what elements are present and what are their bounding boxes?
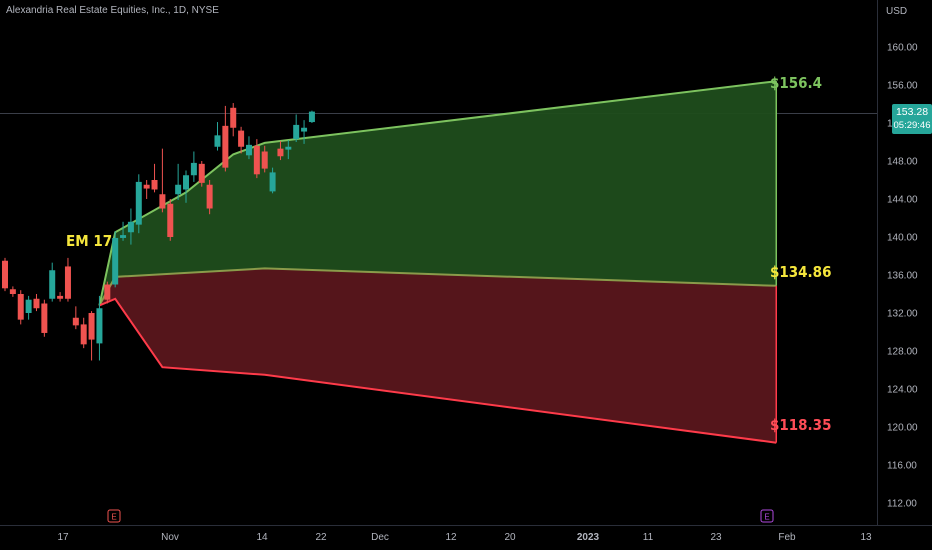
candle — [72, 306, 79, 330]
candle — [245, 136, 252, 160]
time-tick-label: 20 — [504, 532, 516, 543]
time-tick-label: 17 — [57, 532, 69, 543]
price-tick-label: 116.00 — [887, 461, 917, 472]
candle — [198, 161, 205, 187]
candle — [120, 221, 127, 241]
candle — [285, 140, 292, 160]
earnings-marker-2-label: E — [764, 513, 769, 522]
candle — [17, 290, 24, 325]
candle — [2, 257, 8, 292]
candle — [253, 139, 260, 179]
time-tick-label: 2023 — [577, 532, 600, 543]
time-tick-label: 23 — [710, 532, 722, 543]
price-tick-label: 160.00 — [887, 43, 918, 54]
earnings-marker-2[interactable]: E — [760, 509, 774, 523]
candle — [41, 299, 48, 337]
candle — [33, 294, 40, 312]
candle — [301, 120, 308, 144]
em-label: EM 17 — [66, 232, 112, 250]
time-tick-label: Dec — [371, 532, 389, 543]
candle — [222, 105, 229, 172]
upper-band-fill — [99, 81, 777, 306]
time-tick-label: 11 — [643, 532, 654, 543]
candle — [269, 167, 276, 194]
candle — [143, 180, 150, 199]
candle — [25, 295, 32, 320]
candle — [190, 151, 197, 182]
time-axis: 17 Nov 14 22 Dec 12 20 2023 11 23 Feb 13 — [57, 532, 872, 543]
candle — [57, 292, 64, 302]
candle — [261, 145, 268, 173]
candle — [238, 126, 245, 154]
time-tick-label: 14 — [256, 532, 268, 543]
earnings-marker-1[interactable]: E — [107, 509, 121, 523]
lower-target-label: $118.35 — [770, 416, 831, 434]
time-tick-label: 12 — [445, 532, 457, 543]
candle — [214, 122, 221, 151]
candle — [9, 286, 16, 297]
candle — [183, 170, 190, 203]
price-tick-label: 136.00 — [887, 271, 918, 282]
price-tick-label: 148.00 — [887, 157, 918, 168]
time-tick-label: Feb — [778, 532, 796, 543]
price-tick-label: 144.00 — [887, 195, 918, 206]
mid-target-label: $134.86 — [770, 263, 831, 281]
time-tick-label: 22 — [315, 532, 327, 543]
candle — [175, 163, 182, 200]
candle — [293, 114, 300, 142]
candle — [308, 110, 315, 123]
time-tick-label: 13 — [860, 532, 872, 543]
candle — [80, 317, 87, 349]
candle — [112, 231, 119, 288]
currency-label: USD — [886, 6, 908, 17]
price-tick-label: 128.00 — [887, 347, 918, 358]
earnings-marker-1-label: E — [111, 513, 116, 522]
price-tick-label: 156.00 — [887, 81, 918, 92]
price-tick-label: 140.00 — [887, 233, 918, 244]
candle — [159, 148, 166, 213]
price-tick-label: 112.00 — [887, 499, 917, 510]
candle — [88, 311, 95, 361]
bar-countdown: 05:29:46 — [893, 120, 931, 131]
candle — [104, 281, 111, 304]
price-tick-label: 120.00 — [887, 423, 918, 434]
candle — [64, 257, 71, 302]
candle — [49, 262, 56, 302]
price-tick-label: 124.00 — [887, 385, 918, 396]
last-price-tag: 153.28 05:29:46 — [892, 104, 932, 134]
candle — [277, 141, 284, 161]
candle — [230, 103, 237, 137]
candle — [127, 208, 134, 245]
price-tick-label: 132.00 — [887, 309, 918, 320]
candle — [96, 295, 103, 361]
candle — [167, 199, 174, 241]
lower-band-fill — [99, 268, 777, 443]
expected-move-fill — [99, 81, 777, 443]
candle — [206, 180, 213, 215]
lower-band-line — [99, 297, 777, 444]
candle — [135, 174, 142, 234]
last-price-value: 153.28 — [895, 106, 929, 118]
candles — [2, 103, 315, 361]
time-tick-label: Nov — [161, 532, 179, 543]
upper-target-label: $156.4 — [770, 74, 822, 92]
symbol-title: Alexandria Real Estate Equities, Inc., 1… — [6, 5, 219, 16]
candle — [151, 163, 158, 193]
